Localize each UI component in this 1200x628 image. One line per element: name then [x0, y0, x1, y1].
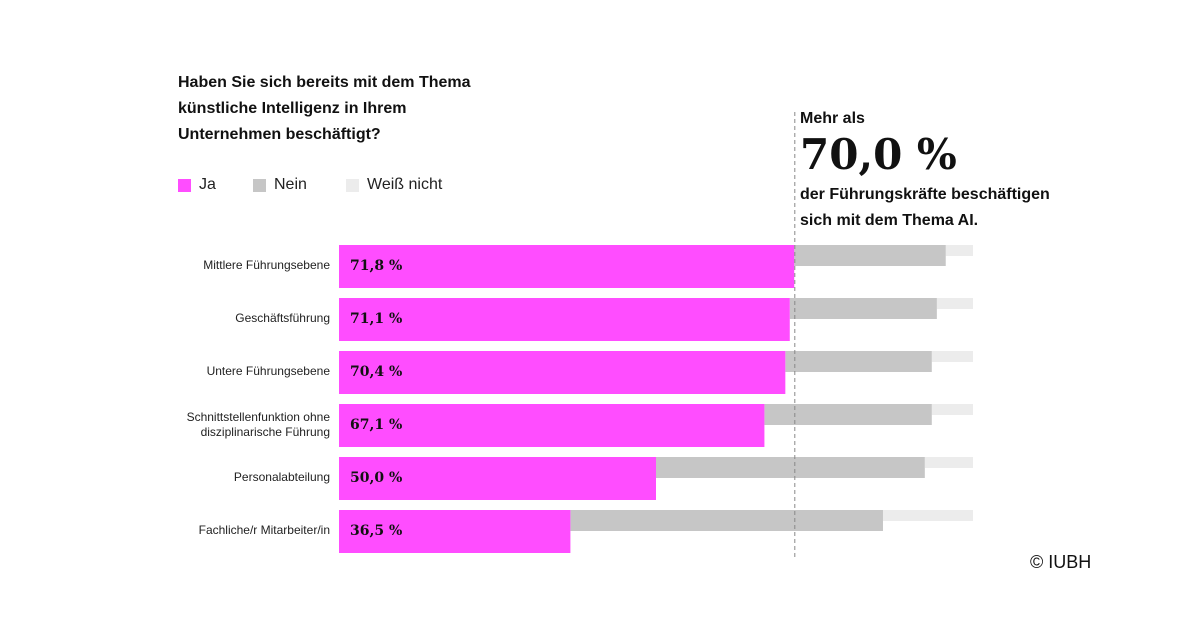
- data-label: 67,1 %: [350, 417, 403, 433]
- copyright: © IUBH: [1030, 552, 1092, 572]
- bar-nein: [794, 245, 946, 266]
- category-label: Mittlere Führungsebene: [203, 258, 330, 272]
- bar-nein: [656, 457, 925, 478]
- legend-label: Ja: [199, 176, 216, 193]
- data-label: 71,8 %: [350, 258, 403, 274]
- legend-swatch: [346, 178, 359, 192]
- bar-nein: [789, 298, 937, 319]
- bar-wei-nicht: [936, 298, 973, 309]
- data-label: 71,1 %: [350, 311, 403, 327]
- annotation-line4: sich mit dem Thema AI.: [800, 212, 979, 229]
- legend-swatch: [253, 178, 266, 192]
- category-label: Fachliche/r Mitarbeiter/in: [198, 523, 330, 537]
- category-label: Untere Führungsebene: [206, 364, 330, 378]
- data-label: 36,5 %: [350, 523, 403, 539]
- bar-ja: [339, 351, 786, 394]
- annotation-value: 70,0 %: [800, 130, 957, 179]
- bar-wei-nicht: [931, 404, 973, 415]
- data-label: 70,4 %: [350, 364, 403, 380]
- category-label: Personalabteilung: [233, 470, 330, 484]
- bar-ja: [339, 404, 765, 447]
- bar-wei-nicht: [945, 245, 973, 256]
- bar-ja: [339, 457, 656, 500]
- bar-ja: [339, 510, 571, 553]
- category-label: Schnittstellenfunktion ohne disziplinari…: [186, 410, 330, 439]
- bar-wei-nicht: [931, 351, 973, 362]
- data-label: 50,0 %: [350, 470, 403, 486]
- legend-swatch: [178, 178, 191, 192]
- legend-ja: Ja: [178, 176, 216, 194]
- chart-title: Haben Sie sich bereits mit dem Thema kün…: [178, 74, 471, 143]
- annotation-line3: der Führungskräfte beschäftigen: [800, 186, 1050, 203]
- legend-nein: Nein: [253, 176, 307, 194]
- annotation: Mehr als 70,0 % der Führungskräfte besch…: [800, 110, 1050, 234]
- category-label: Geschäftsführung: [235, 311, 330, 325]
- bar-nein: [764, 404, 932, 425]
- annotation-line1: Mehr als: [800, 110, 865, 127]
- bar-wei-nicht: [924, 457, 973, 468]
- bar-wei-nicht: [882, 510, 973, 521]
- bar-nein: [785, 351, 932, 372]
- bar-ja: [339, 245, 795, 288]
- bar-ja: [339, 298, 790, 341]
- bar-nein: [570, 510, 883, 531]
- legend-weiss-nicht: Weiß nicht: [346, 176, 442, 194]
- legend-label: Weiß nicht: [367, 176, 443, 193]
- legend-label: Nein: [274, 176, 307, 193]
